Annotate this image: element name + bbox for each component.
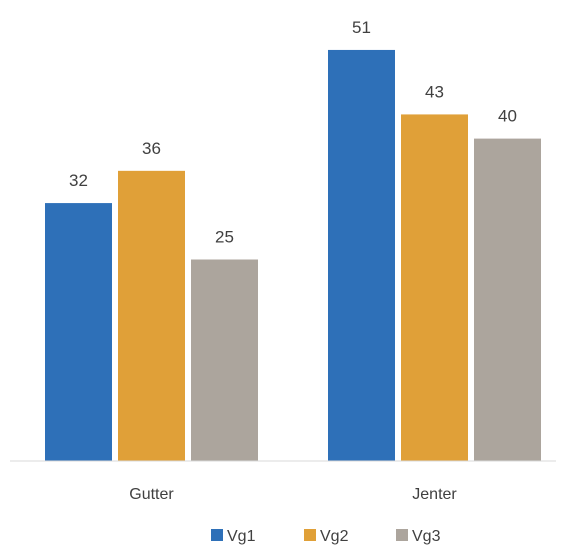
bar-jenter-vg1 [328, 49, 395, 461]
data-label-jenter-vg3: 40 [498, 107, 517, 126]
bar-gutter-vg2 [118, 170, 185, 461]
category-label-jenter: Jenter [412, 486, 457, 503]
data-label-gutter-vg1: 32 [69, 171, 88, 190]
legend-label-vg2: Vg2 [320, 528, 349, 545]
bars-layer [45, 49, 541, 462]
data-labels-layer: 32 36 25 51 43 40 [69, 18, 517, 247]
legend-swatch-vg3 [396, 529, 408, 541]
data-label-jenter-vg1: 51 [352, 18, 371, 37]
legend-label-vg1: Vg1 [227, 528, 256, 545]
data-label-jenter-vg2: 43 [425, 82, 444, 101]
bar-gutter-vg3 [191, 259, 258, 461]
data-label-gutter-vg2: 36 [142, 139, 161, 158]
category-label-gutter: Gutter [129, 486, 174, 503]
legend-swatch-vg1 [211, 529, 223, 541]
category-labels-layer: Gutter Jenter [129, 486, 457, 503]
bar-gutter-vg1 [45, 203, 112, 461]
data-label-gutter-vg3: 25 [215, 228, 234, 247]
legend: Vg1 Vg2 Vg3 [211, 528, 441, 545]
legend-label-vg3: Vg3 [412, 528, 441, 545]
legend-swatch-vg2 [304, 529, 316, 541]
bar-jenter-vg3 [474, 138, 541, 461]
bar-jenter-vg2 [401, 114, 468, 462]
